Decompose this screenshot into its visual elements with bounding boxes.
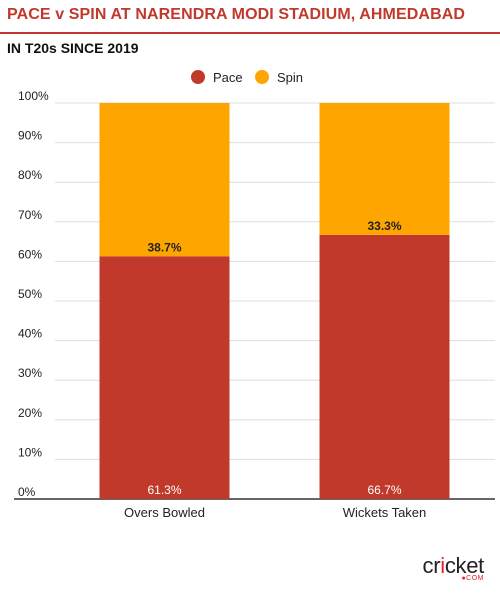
x-category-label: Wickets Taken [343, 505, 427, 520]
y-tick-label: 40% [18, 327, 42, 341]
y-tick-label: 70% [18, 208, 42, 222]
y-tick-label: 80% [18, 168, 42, 182]
chart-subtitle: IN T20s SINCE 2019 [7, 40, 139, 56]
y-tick-label: 60% [18, 247, 42, 261]
legend-label-spin: Spin [277, 70, 303, 85]
legend-label-pace: Pace [213, 70, 243, 85]
bar-pace-overs-bowled [99, 256, 230, 499]
data-label-pace: 61.3% [147, 483, 181, 497]
data-label-pace: 66.7% [367, 483, 401, 497]
chart-title: PACE v SPIN AT NARENDRA MODI STADIUM, AH… [7, 6, 466, 23]
y-tick-label: 90% [18, 129, 42, 143]
data-label-spin: 33.3% [367, 219, 401, 233]
y-tick-label: 30% [18, 366, 42, 380]
legend-marker-pace [191, 70, 205, 84]
y-tick-label: 20% [18, 406, 42, 420]
bar-spin-wickets-taken [319, 103, 450, 235]
legend-marker-spin [255, 70, 269, 84]
cricket-com-logo: cricket ●COM [422, 553, 485, 582]
title-divider [0, 32, 500, 34]
y-tick-label: 50% [18, 287, 42, 301]
x-category-label: Overs Bowled [124, 505, 205, 520]
y-tick-label: 100% [18, 89, 49, 103]
data-label-spin: 38.7% [147, 240, 181, 254]
bar-spin-overs-bowled [99, 103, 230, 257]
y-tick-label: 0% [18, 485, 36, 499]
y-tick-label: 10% [18, 445, 42, 459]
bar-pace-wickets-taken [319, 234, 450, 500]
